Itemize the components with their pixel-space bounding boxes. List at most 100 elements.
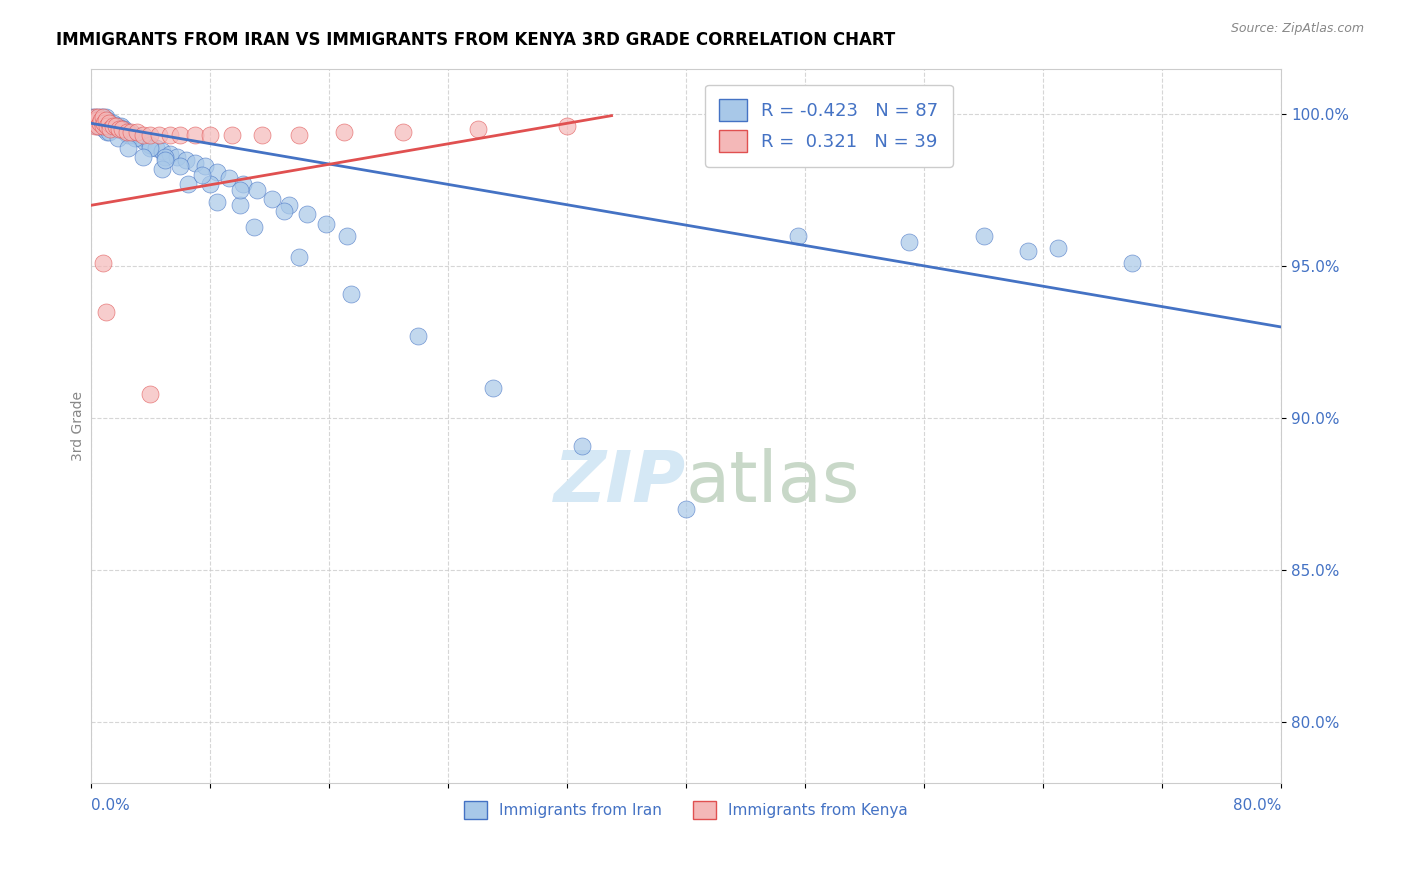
Point	[169, 128, 191, 143]
Text: ZIP: ZIP	[554, 449, 686, 517]
Point	[145, 140, 167, 154]
Point	[139, 128, 162, 143]
Point	[159, 128, 181, 143]
Point	[97, 116, 120, 130]
Point	[110, 122, 132, 136]
Point	[89, 116, 111, 130]
Point	[87, 116, 110, 130]
Y-axis label: 3rd Grade: 3rd Grade	[72, 391, 86, 461]
Point	[93, 113, 115, 128]
Point	[83, 113, 105, 128]
Point	[288, 250, 311, 264]
Legend: Immigrants from Iran, Immigrants from Kenya: Immigrants from Iran, Immigrants from Ke…	[458, 795, 914, 825]
Point	[90, 110, 112, 124]
Point	[93, 116, 115, 130]
Point	[148, 128, 170, 143]
Point	[84, 110, 107, 124]
Point	[105, 120, 128, 134]
Point	[246, 183, 269, 197]
Point	[86, 113, 108, 128]
Point	[114, 125, 136, 139]
Point	[89, 113, 111, 128]
Point	[97, 125, 120, 139]
Point	[194, 159, 217, 173]
Text: IMMIGRANTS FROM IRAN VS IMMIGRANTS FROM KENYA 3RD GRADE CORRELATION CHART: IMMIGRANTS FROM IRAN VS IMMIGRANTS FROM …	[56, 31, 896, 49]
Point	[87, 120, 110, 134]
Point	[132, 128, 155, 143]
Point	[228, 198, 250, 212]
Point	[91, 120, 114, 134]
Point	[675, 502, 697, 516]
Point	[169, 159, 191, 173]
Point	[117, 125, 139, 139]
Point	[232, 177, 254, 191]
Point	[315, 217, 337, 231]
Point	[84, 116, 107, 130]
Point	[555, 120, 578, 134]
Point	[98, 116, 121, 130]
Point	[117, 128, 139, 143]
Point	[115, 125, 138, 139]
Point	[94, 120, 117, 134]
Point	[332, 125, 354, 139]
Point	[111, 122, 134, 136]
Point	[83, 116, 105, 130]
Point	[108, 122, 131, 136]
Point	[288, 128, 311, 143]
Point	[250, 128, 273, 143]
Text: 0.0%: 0.0%	[91, 798, 129, 814]
Point	[262, 192, 284, 206]
Point	[96, 120, 118, 134]
Point	[94, 305, 117, 319]
Point	[1046, 241, 1069, 255]
Point	[105, 120, 128, 134]
Point	[104, 122, 127, 136]
Point	[481, 381, 503, 395]
Point	[166, 150, 188, 164]
Point	[277, 198, 299, 212]
Point	[184, 155, 207, 169]
Point	[89, 120, 111, 134]
Point	[120, 128, 142, 143]
Point	[174, 153, 197, 167]
Point	[125, 125, 148, 139]
Point	[218, 171, 240, 186]
Point	[82, 113, 104, 128]
Point	[243, 219, 266, 234]
Text: 80.0%: 80.0%	[1233, 798, 1281, 814]
Point	[91, 110, 114, 124]
Point	[110, 120, 132, 134]
Point	[176, 177, 198, 191]
Text: Source: ZipAtlas.com: Source: ZipAtlas.com	[1230, 22, 1364, 36]
Point	[273, 204, 295, 219]
Point	[91, 120, 114, 134]
Point	[221, 128, 243, 143]
Point	[107, 131, 129, 145]
Point	[134, 135, 156, 149]
Point	[101, 120, 124, 134]
Point	[139, 137, 162, 152]
Point	[467, 122, 489, 136]
Point	[207, 165, 229, 179]
Point	[406, 329, 429, 343]
Point	[153, 150, 176, 164]
Point	[111, 122, 134, 136]
Point	[96, 113, 118, 128]
Point	[120, 125, 142, 139]
Point	[207, 195, 229, 210]
Point	[112, 122, 135, 136]
Point	[101, 120, 124, 134]
Point	[100, 120, 122, 134]
Point	[150, 161, 173, 176]
Point	[571, 438, 593, 452]
Point	[117, 140, 139, 154]
Point	[132, 150, 155, 164]
Point	[87, 110, 110, 124]
Point	[96, 125, 118, 139]
Point	[87, 116, 110, 130]
Point	[107, 120, 129, 134]
Point	[295, 207, 318, 221]
Point	[93, 122, 115, 136]
Point	[198, 128, 221, 143]
Point	[786, 228, 808, 243]
